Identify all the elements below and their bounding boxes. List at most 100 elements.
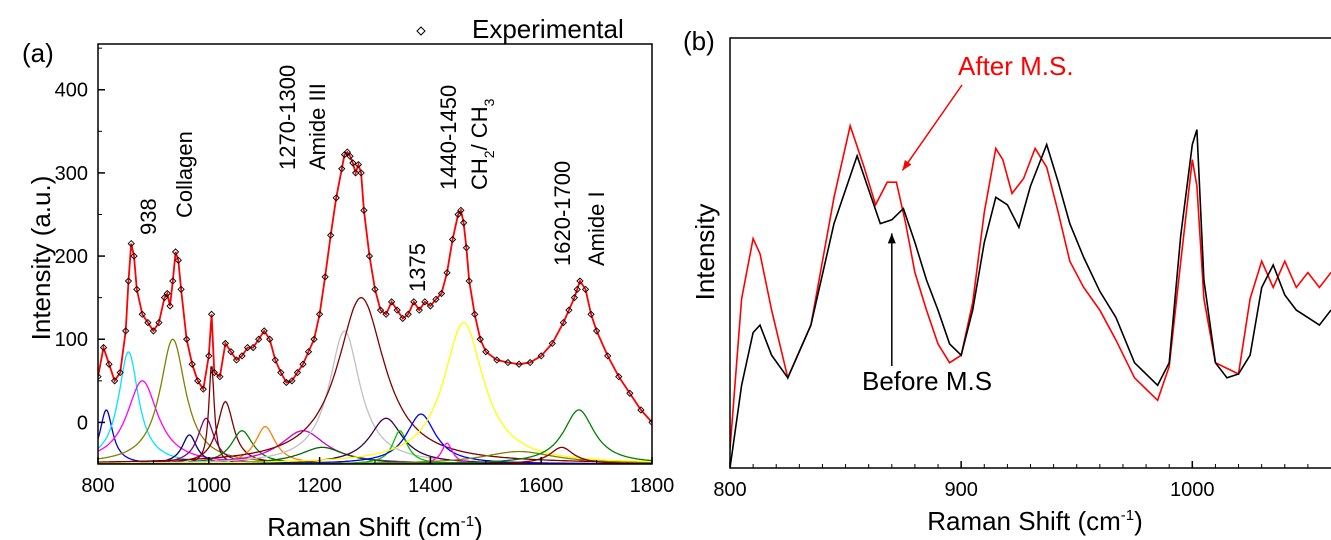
experimental-point bbox=[188, 360, 196, 368]
experimental-point bbox=[210, 368, 218, 377]
x-tick-label-a: 1000 bbox=[187, 475, 232, 497]
annotation-amide-i: Amide I bbox=[584, 191, 609, 266]
experimental-point bbox=[166, 302, 174, 310]
experimental-point bbox=[227, 348, 235, 356]
x-tick-label-b: 800 bbox=[713, 479, 746, 501]
experimental-point bbox=[565, 306, 573, 314]
x-axis-label-a: Raman Shift (cm-1) bbox=[267, 512, 483, 540]
x-tick-label-a: 1800 bbox=[630, 475, 675, 497]
fit-band-22 bbox=[98, 409, 652, 464]
experimental-point bbox=[266, 335, 274, 343]
fit-band-14 bbox=[98, 297, 652, 464]
experimental-point bbox=[340, 150, 349, 159]
experimental-point bbox=[592, 327, 601, 335]
experimental-point bbox=[637, 406, 645, 414]
x-tick-label-b: 900 bbox=[944, 479, 977, 501]
annotation-ch2-ch3: CH2/ CH3 bbox=[467, 98, 497, 190]
experimental-point bbox=[399, 314, 407, 323]
annotation-after-ms-arrowhead bbox=[902, 159, 912, 171]
experimental-point bbox=[460, 219, 468, 227]
annotation-1440-1450: 1440-1450 bbox=[436, 85, 461, 190]
experimental-point bbox=[437, 289, 446, 298]
experimental-point bbox=[626, 389, 634, 397]
experimental-point bbox=[110, 377, 119, 385]
annotation-before-ms-arrowhead bbox=[887, 233, 896, 244]
x-axis-label-a-end: ) bbox=[474, 512, 483, 540]
fit-band-4 bbox=[98, 338, 652, 464]
experimental-point bbox=[271, 356, 279, 364]
experimental-point bbox=[288, 377, 296, 385]
experimental-point bbox=[238, 352, 246, 360]
panel-a: (a) Experimental Intensity (a.u.) Raman … bbox=[22, 14, 674, 540]
experimental-point bbox=[382, 310, 390, 318]
experimental-point bbox=[573, 285, 581, 293]
experimental-point bbox=[171, 248, 180, 256]
experimental-point bbox=[471, 310, 479, 318]
experimental-point bbox=[282, 378, 290, 387]
experimental-point bbox=[465, 277, 473, 285]
annotation-938: 938 bbox=[136, 198, 161, 235]
experimental-point bbox=[493, 356, 501, 364]
experimental-point bbox=[144, 318, 152, 327]
experimental-point bbox=[149, 327, 158, 335]
experimental-point bbox=[482, 348, 490, 356]
experimental-point bbox=[559, 318, 567, 327]
experimental-point bbox=[415, 306, 423, 314]
x-tick-label-a: 800 bbox=[81, 475, 114, 497]
y-tick-label-a: 200 bbox=[55, 246, 88, 268]
x-axis-label-a-sup: -1 bbox=[461, 513, 474, 530]
x-axis-label-b: Raman Shift (cm-1) bbox=[927, 506, 1143, 536]
experimental-point bbox=[457, 206, 465, 214]
experimental-point bbox=[448, 235, 457, 244]
series-group-b bbox=[730, 122, 1331, 468]
experimental-point bbox=[576, 277, 584, 285]
experimental-point bbox=[548, 339, 556, 348]
experimental-point bbox=[122, 327, 130, 335]
annotation-1270-1300: 1270-1300 bbox=[275, 65, 300, 170]
experimental-point bbox=[432, 295, 440, 303]
experimental-point bbox=[194, 377, 202, 385]
experimental-point bbox=[321, 273, 329, 281]
legend-label-experimental: Experimental bbox=[472, 14, 624, 44]
y-tick-label-a: 100 bbox=[55, 329, 88, 351]
series-line-before-ms bbox=[730, 129, 1331, 468]
experimental-point bbox=[105, 360, 113, 368]
experimental-point bbox=[526, 358, 534, 367]
experimental-point bbox=[207, 310, 216, 318]
fit-band-19 bbox=[98, 321, 652, 464]
experimental-point bbox=[310, 335, 318, 343]
y-tick-label-a: 0 bbox=[77, 412, 88, 434]
experimental-point bbox=[183, 335, 191, 343]
x-tick-label-a: 1200 bbox=[297, 475, 342, 497]
annotation-after-ms-arrow bbox=[901, 84, 963, 171]
fit-band-13 bbox=[98, 330, 652, 464]
x-axis-label-b-main: Raman Shift (cm bbox=[927, 506, 1121, 536]
y-axis-label-b: Intensity bbox=[690, 204, 720, 301]
experimental-point bbox=[293, 368, 302, 377]
experimental-point bbox=[410, 298, 418, 306]
annotation-amide-iii: Amide III bbox=[305, 83, 330, 170]
experimental-point bbox=[221, 339, 230, 348]
annotation-1620-1700: 1620-1700 bbox=[550, 161, 575, 266]
experimental-point bbox=[315, 310, 324, 318]
experimental-point bbox=[327, 231, 335, 239]
experimental-point bbox=[155, 318, 163, 327]
panel-b-label: (b) bbox=[683, 26, 715, 56]
experimental-point bbox=[133, 285, 141, 293]
experimental-point bbox=[387, 298, 396, 306]
ticks-b: 800 900 1000 bbox=[713, 461, 1309, 501]
experimental-point bbox=[349, 159, 357, 167]
experimental-point bbox=[127, 239, 135, 248]
experimental-point bbox=[124, 277, 133, 285]
experimental-point bbox=[199, 385, 207, 393]
experimental-point bbox=[232, 356, 241, 364]
annotations-a: 938 Collagen 1270-1300 Amide III 1375 14… bbox=[136, 65, 609, 292]
experimental-point bbox=[216, 373, 224, 381]
experimental-point bbox=[443, 269, 451, 277]
x-tick-label-b: 1000 bbox=[1170, 479, 1215, 501]
experimental-point bbox=[116, 368, 124, 377]
experimental-point bbox=[138, 310, 146, 318]
panel-a-label: (a) bbox=[22, 38, 54, 68]
experimental-point bbox=[581, 285, 590, 293]
